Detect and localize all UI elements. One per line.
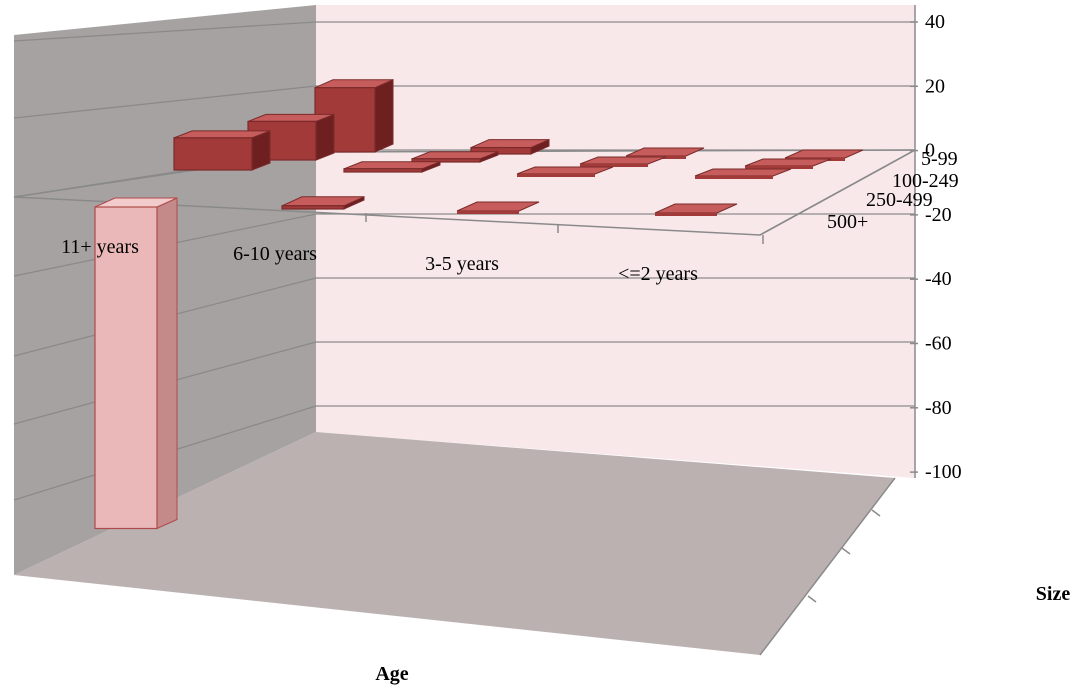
bar-front xyxy=(94,206,158,530)
bar xyxy=(411,151,499,163)
bar-front xyxy=(411,158,481,163)
floor-depth-tick xyxy=(841,547,851,555)
category-label: 11+ years xyxy=(61,236,139,258)
y-tick-label: 20 xyxy=(925,75,945,97)
x-axis-title: Age xyxy=(375,663,408,685)
category-label: <=2 years xyxy=(618,263,698,285)
depth-axis-line xyxy=(759,149,916,236)
bar xyxy=(281,196,365,210)
bar-top xyxy=(343,161,441,170)
bar-front xyxy=(580,164,648,167)
bar-front xyxy=(745,166,813,169)
bar-front xyxy=(517,174,595,177)
y-tick-label: -80 xyxy=(925,397,952,419)
series-depth-label: 250-499 xyxy=(866,189,933,211)
y-tick-label: -60 xyxy=(925,333,952,355)
bar-front xyxy=(343,168,423,173)
bar-top xyxy=(173,130,271,139)
bar xyxy=(470,138,550,155)
bar-front xyxy=(655,213,717,216)
bar xyxy=(343,161,441,173)
bar-top xyxy=(516,166,614,175)
y-tick-label: 40 xyxy=(925,11,945,33)
y-tick-label: -20 xyxy=(925,204,952,226)
bar xyxy=(94,197,178,530)
y-axis: 40 20 0 -20 -40 -60 -80 -100 xyxy=(910,11,962,483)
floor-depth-tick xyxy=(807,595,817,603)
bar-top xyxy=(694,168,792,177)
bar xyxy=(744,158,832,169)
bar-front xyxy=(173,137,253,171)
bar xyxy=(173,130,271,171)
bar-front xyxy=(281,205,345,210)
y-tick-label: -100 xyxy=(925,461,962,483)
back-wall xyxy=(316,5,915,478)
category-label: 3-5 years xyxy=(425,253,499,275)
bar-front xyxy=(470,146,532,155)
bar-side xyxy=(374,78,394,153)
bar xyxy=(516,166,614,177)
series-depth-label: 5-99 xyxy=(921,148,958,170)
bars xyxy=(94,78,864,530)
side-gridline xyxy=(13,21,317,42)
bar-side xyxy=(156,197,178,530)
bar-side xyxy=(315,113,335,161)
bar-front xyxy=(695,176,773,179)
series-depth-label: 100-249 xyxy=(892,170,959,192)
bar xyxy=(456,201,540,214)
bar xyxy=(694,168,792,179)
floor xyxy=(14,432,895,655)
y-tick-label: 0 xyxy=(925,140,935,162)
floor-depth-axis xyxy=(759,477,896,656)
bar xyxy=(654,203,738,216)
y-tick-label: -40 xyxy=(925,268,952,290)
series-depth-label: 500+ xyxy=(827,211,868,233)
bar-front xyxy=(457,211,519,214)
floor-depth-tick xyxy=(871,509,881,517)
category-label: 6-10 years xyxy=(233,243,317,265)
bar xyxy=(579,156,667,167)
z-axis-title: Size xyxy=(1036,583,1071,605)
category-labels: 11+ years 6-10 years 3-5 years <=2 years xyxy=(61,236,698,285)
side-gridline xyxy=(13,85,317,119)
